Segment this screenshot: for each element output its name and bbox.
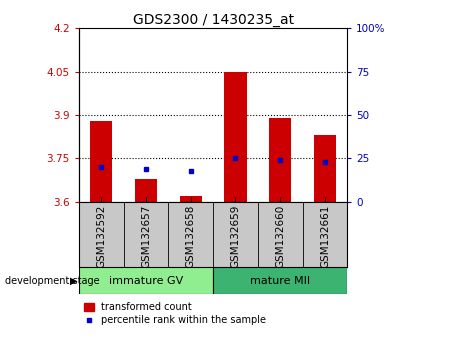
Text: immature GV: immature GV bbox=[109, 275, 183, 286]
Bar bbox=[269, 118, 291, 202]
Text: ▶: ▶ bbox=[70, 275, 78, 286]
Text: GSM132660: GSM132660 bbox=[275, 205, 285, 268]
Text: GSM132661: GSM132661 bbox=[320, 205, 330, 268]
Text: mature MII: mature MII bbox=[250, 275, 310, 286]
Text: development stage: development stage bbox=[5, 275, 99, 286]
Text: GSM132659: GSM132659 bbox=[230, 205, 240, 268]
Bar bbox=[314, 135, 336, 202]
Text: GSM132592: GSM132592 bbox=[96, 205, 106, 268]
Title: GDS2300 / 1430235_at: GDS2300 / 1430235_at bbox=[133, 13, 294, 27]
Legend: transformed count, percentile rank within the sample: transformed count, percentile rank withi… bbox=[84, 302, 266, 325]
Text: GSM132657: GSM132657 bbox=[141, 205, 151, 268]
Bar bbox=[224, 72, 247, 202]
FancyBboxPatch shape bbox=[213, 267, 347, 294]
Text: GSM132658: GSM132658 bbox=[186, 205, 196, 268]
Bar bbox=[90, 121, 112, 202]
Bar bbox=[135, 179, 157, 202]
FancyBboxPatch shape bbox=[79, 267, 213, 294]
Bar bbox=[179, 196, 202, 202]
